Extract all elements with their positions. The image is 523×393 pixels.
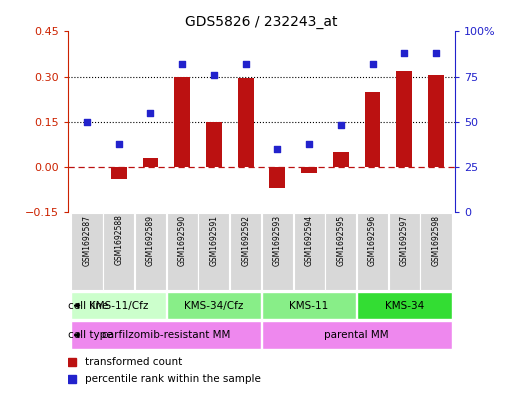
Point	[337, 122, 345, 129]
FancyBboxPatch shape	[135, 213, 166, 290]
FancyBboxPatch shape	[389, 213, 420, 290]
Text: GSM1692597: GSM1692597	[400, 215, 409, 266]
Bar	[143, 158, 158, 167]
Point	[305, 140, 313, 147]
Bar	[333, 152, 349, 167]
Bar	[238, 78, 254, 167]
Text: GSM1692588: GSM1692588	[114, 215, 123, 265]
FancyBboxPatch shape	[72, 292, 166, 319]
FancyBboxPatch shape	[262, 292, 356, 319]
Text: GSM1692596: GSM1692596	[368, 215, 377, 266]
Text: percentile rank within the sample: percentile rank within the sample	[85, 374, 262, 384]
FancyBboxPatch shape	[167, 213, 198, 290]
Bar	[301, 167, 317, 173]
Bar	[269, 167, 285, 188]
Text: cell line: cell line	[69, 301, 109, 310]
Bar	[428, 75, 444, 167]
Text: KMS-11: KMS-11	[289, 301, 329, 310]
FancyBboxPatch shape	[198, 213, 230, 290]
FancyBboxPatch shape	[262, 213, 293, 290]
Point	[146, 110, 155, 116]
Text: GSM1692598: GSM1692598	[431, 215, 440, 266]
Point	[83, 119, 91, 125]
Point	[432, 50, 440, 56]
FancyBboxPatch shape	[103, 213, 134, 290]
Bar	[396, 71, 412, 167]
FancyBboxPatch shape	[293, 213, 325, 290]
Text: cell type: cell type	[69, 330, 113, 340]
Text: transformed count: transformed count	[85, 356, 183, 367]
FancyBboxPatch shape	[262, 321, 451, 349]
FancyBboxPatch shape	[357, 213, 388, 290]
FancyBboxPatch shape	[72, 213, 103, 290]
Point	[400, 50, 408, 56]
Text: carfilzomib-resistant MM: carfilzomib-resistant MM	[102, 330, 231, 340]
Title: GDS5826 / 232243_at: GDS5826 / 232243_at	[185, 15, 338, 29]
Text: GSM1692592: GSM1692592	[241, 215, 250, 266]
FancyBboxPatch shape	[72, 321, 261, 349]
FancyBboxPatch shape	[167, 292, 261, 319]
Text: GSM1692595: GSM1692595	[336, 215, 345, 266]
FancyBboxPatch shape	[325, 213, 356, 290]
Point	[368, 61, 377, 67]
Text: GSM1692589: GSM1692589	[146, 215, 155, 266]
Bar	[174, 77, 190, 167]
FancyBboxPatch shape	[357, 292, 451, 319]
Text: KMS-34: KMS-34	[384, 301, 424, 310]
Bar	[111, 167, 127, 179]
Text: KMS-34/Cfz: KMS-34/Cfz	[184, 301, 244, 310]
Text: GSM1692591: GSM1692591	[209, 215, 219, 266]
Text: KMS-11/Cfz: KMS-11/Cfz	[89, 301, 149, 310]
Point	[242, 61, 250, 67]
Bar	[365, 92, 380, 167]
Bar	[206, 122, 222, 167]
FancyBboxPatch shape	[230, 213, 261, 290]
Text: GSM1692593: GSM1692593	[273, 215, 282, 266]
FancyBboxPatch shape	[420, 213, 451, 290]
Text: GSM1692590: GSM1692590	[178, 215, 187, 266]
Point	[210, 72, 218, 78]
Text: GSM1692594: GSM1692594	[304, 215, 314, 266]
Text: parental MM: parental MM	[324, 330, 389, 340]
Text: GSM1692587: GSM1692587	[83, 215, 92, 266]
Point	[178, 61, 186, 67]
Point	[115, 140, 123, 147]
Point	[273, 146, 281, 152]
